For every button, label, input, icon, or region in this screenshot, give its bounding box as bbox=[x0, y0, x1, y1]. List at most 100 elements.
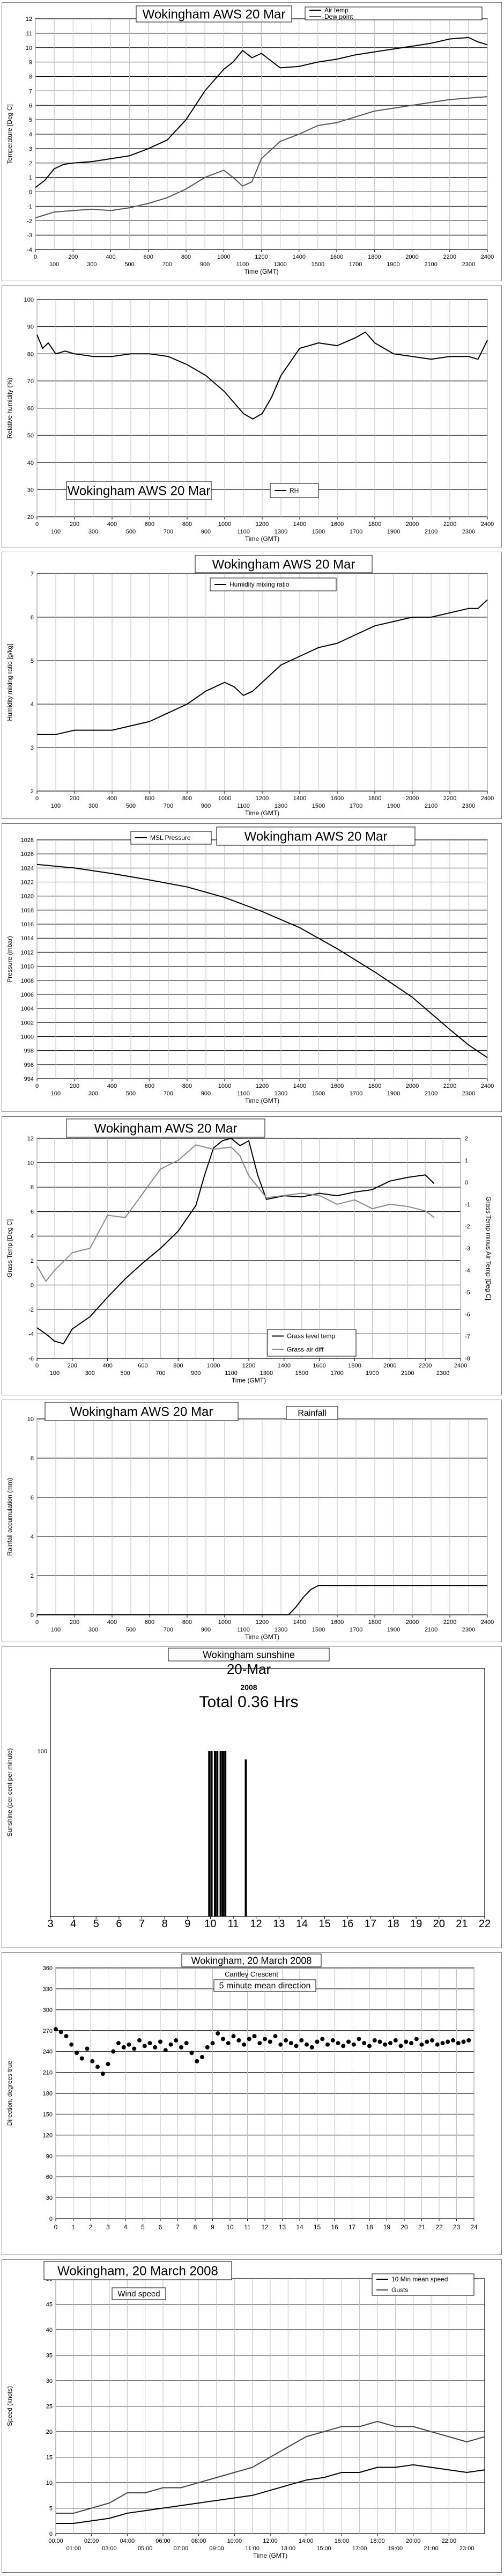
series-line bbox=[36, 863, 488, 1058]
x-tick-label: 500 bbox=[124, 261, 134, 268]
x-tick-label: 1200 bbox=[256, 521, 269, 528]
x-tick-label: 1900 bbox=[366, 1370, 379, 1377]
y-tick-label: 7 bbox=[31, 571, 34, 577]
legend-label: Air temp bbox=[324, 6, 349, 14]
x-tick-label: 1300 bbox=[260, 1370, 273, 1377]
y-tick-label: 2 bbox=[31, 788, 34, 795]
x-tick-label: 0 bbox=[35, 1363, 39, 1369]
chart-title: Wokingham AWS 20 Mar bbox=[212, 558, 355, 572]
x-tick-label: 0 bbox=[35, 795, 39, 802]
x-tick-label: 1400 bbox=[293, 1083, 306, 1089]
x-tick-label: 1300 bbox=[275, 529, 287, 535]
x-tick-label: 100 bbox=[49, 261, 59, 268]
x-tick-label: 14:00 bbox=[299, 2538, 314, 2544]
x-tick-label: 700 bbox=[164, 1091, 173, 1097]
x-tick-label: 11 bbox=[244, 2223, 251, 2231]
x-tick-label: 22 bbox=[435, 2223, 443, 2231]
y-tick-label: 180 bbox=[43, 2091, 53, 2097]
x-tick-label: 14 bbox=[296, 1918, 308, 1930]
series-line bbox=[35, 36, 488, 188]
x-tick-label: 16 bbox=[342, 1918, 353, 1930]
x-tick-label: 400 bbox=[107, 521, 117, 528]
series-line bbox=[37, 599, 488, 735]
x-tick-label: 800 bbox=[182, 1619, 192, 1626]
data-point bbox=[435, 2042, 440, 2047]
y-tick-label: 120 bbox=[43, 2132, 53, 2139]
x-tick-label: 1600 bbox=[331, 521, 344, 528]
x-tick-label: 2000 bbox=[406, 1619, 419, 1626]
x-tick-label: 700 bbox=[164, 529, 173, 535]
y-tick-label-right: -6 bbox=[465, 1312, 470, 1318]
series-label-box bbox=[213, 1979, 316, 1992]
data-point bbox=[106, 2062, 110, 2067]
data-point bbox=[305, 2042, 309, 2047]
y-tick-label-right: -8 bbox=[465, 1356, 470, 1362]
x-tick-label: 1200 bbox=[256, 1619, 269, 1626]
y-tick-label-right: 1 bbox=[465, 1158, 468, 1164]
chart-year: 2008 bbox=[240, 1683, 257, 1692]
x-tick-label: 18 bbox=[387, 1918, 399, 1930]
x-tick-label: 13 bbox=[279, 2223, 286, 2231]
data-point bbox=[184, 2041, 189, 2046]
x-tick-label: 0 bbox=[35, 521, 39, 528]
data-point bbox=[409, 2041, 413, 2046]
data-point bbox=[163, 2048, 168, 2053]
y-tick-label: 1004 bbox=[21, 1006, 34, 1012]
y-tick-label: 50 bbox=[27, 433, 34, 439]
x-tick-label: 300 bbox=[88, 1627, 98, 1633]
x-tick-label: 4 bbox=[124, 2223, 128, 2231]
data-point bbox=[341, 2044, 346, 2048]
x-tick-label: 700 bbox=[164, 1627, 173, 1633]
legend-label: MSL Pressure bbox=[150, 834, 191, 841]
data-point bbox=[268, 2039, 272, 2044]
legend-box bbox=[372, 2273, 475, 2296]
y-tick-label: 8 bbox=[31, 1455, 34, 1462]
x-tick-label: 21 bbox=[456, 1918, 468, 1930]
y-tick-label: 40 bbox=[46, 2327, 53, 2333]
x-tick-label: 2400 bbox=[481, 254, 494, 260]
data-point bbox=[236, 2038, 241, 2043]
y-tick-label: 996 bbox=[24, 1062, 34, 1069]
x-tick-label: 16:00 bbox=[335, 2538, 350, 2544]
chart-title: Wokingham AWS 20 Mar bbox=[68, 484, 211, 499]
x-tick-label: 800 bbox=[182, 1083, 192, 1089]
y-tick-label: -6 bbox=[28, 1356, 34, 1362]
data-point bbox=[221, 2037, 225, 2041]
x-tick-label: 10 bbox=[226, 2223, 234, 2231]
series-line bbox=[36, 1144, 435, 1282]
y-tick-label: 1022 bbox=[21, 880, 34, 886]
y-tick-label: 70 bbox=[27, 378, 34, 385]
data-point bbox=[309, 2045, 314, 2050]
data-point bbox=[330, 2038, 335, 2043]
y-tick-label: 1028 bbox=[21, 837, 34, 844]
y-tick-label: 4 bbox=[31, 1534, 34, 1540]
x-tick-label: 1400 bbox=[293, 521, 306, 528]
chart-subtitle: Cantley Crescent bbox=[225, 1970, 278, 1978]
x-tick-label: 0 bbox=[35, 1083, 39, 1089]
data-point bbox=[273, 2034, 278, 2039]
data-point bbox=[247, 2037, 251, 2041]
chart-panel-temperature: -4 -3 -2 -1 0 1 2 3 4 5 6 7 8 9 10 11 12 0 200 400 600 800 100… bbox=[2, 2, 502, 281]
y-tick-label: 360 bbox=[43, 1965, 53, 1972]
x-tick-label: 1800 bbox=[368, 254, 381, 260]
y-tick-label: 1014 bbox=[21, 935, 34, 942]
x-tick-label: 18 bbox=[366, 2223, 373, 2231]
data-point bbox=[226, 2041, 231, 2046]
legend-label: Dew point bbox=[324, 13, 353, 20]
x-tick-label: 2200 bbox=[443, 254, 456, 260]
x-tick-label: 1600 bbox=[331, 1619, 344, 1626]
x-tick-label: 17:00 bbox=[352, 2545, 367, 2552]
x-tick-label: 600 bbox=[145, 1083, 154, 1089]
y-tick-label: 35 bbox=[46, 2353, 53, 2359]
y-tick-label: 6 bbox=[31, 1209, 34, 1216]
x-tick-label: 1400 bbox=[278, 1363, 291, 1369]
y-tick-label: 90 bbox=[46, 2153, 53, 2160]
chart-subtitle: Wind speed bbox=[117, 2289, 160, 2299]
y-tick-label: 5 bbox=[31, 658, 34, 664]
x-tick-label: 1800 bbox=[368, 1619, 381, 1626]
series-label: 5 minute mean direction bbox=[219, 1981, 311, 1990]
x-tick-label: 200 bbox=[70, 1619, 79, 1626]
x-tick-label: 1600 bbox=[330, 254, 343, 260]
x-tick-label: 400 bbox=[107, 795, 117, 802]
